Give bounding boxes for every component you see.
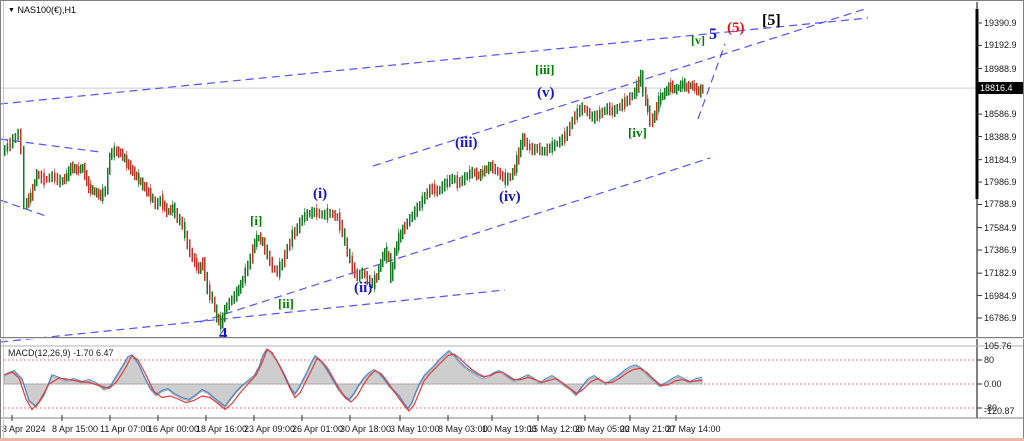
trendline[interactable] <box>372 7 869 167</box>
chevron-down-icon[interactable]: ▼ <box>8 7 15 14</box>
symbol-period-label[interactable]: ▼ NAS100(€),H1 <box>8 5 76 15</box>
macd-indicator-label: MACD(12,26,9) -1.70 6.47 <box>8 348 114 358</box>
trendline[interactable] <box>0 289 506 343</box>
trendline[interactable] <box>0 17 869 105</box>
left-border <box>0 0 1 441</box>
top-border <box>0 0 1024 1</box>
symbol-text: NAS100(€),H1 <box>17 5 76 15</box>
trendline[interactable] <box>199 157 711 323</box>
left-border-inner <box>3 0 4 441</box>
trendline[interactable] <box>0 138 101 153</box>
current-price-box: 18816.4 <box>978 82 1024 94</box>
panel-splitter-light <box>0 338 1024 339</box>
trendline[interactable] <box>697 43 726 120</box>
panel-splitter[interactable] <box>0 337 1024 338</box>
bottom-status-strip <box>0 438 1024 441</box>
trendline[interactable] <box>0 199 47 217</box>
